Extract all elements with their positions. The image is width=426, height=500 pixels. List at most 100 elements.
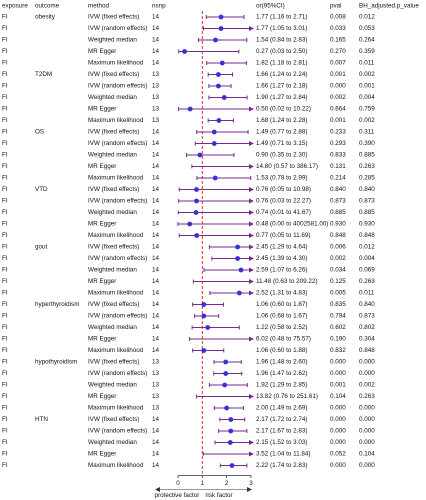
pval: 0.007 — [330, 60, 346, 67]
method: Weighted median — [88, 37, 137, 44]
exposure: FI — [2, 382, 8, 389]
exposure: FI — [2, 462, 8, 469]
or-ci: 1.77 (1.05 to 3.01) — [256, 25, 307, 32]
nsnp: 14 — [152, 152, 160, 159]
exposure: FI — [2, 347, 8, 354]
or-ci: 3.52 (1.04 to 11.84) — [256, 451, 311, 458]
or-ci: 0.76 (0.05 to 10.98) — [256, 186, 311, 193]
column-header: BH_adjusted.p_value — [359, 3, 419, 10]
pval: 0.001 — [330, 382, 346, 389]
exposure: FI — [2, 106, 8, 113]
bh-pval: 0.012 — [359, 244, 375, 251]
exposure: FI — [2, 255, 8, 262]
or-ci: 2.17 (1.72 to 2.74) — [256, 416, 307, 423]
method: MR Egger — [88, 393, 116, 400]
pval: 0.000 — [330, 416, 346, 423]
point-estimate — [211, 141, 217, 146]
bh-pval: 0.263 — [359, 393, 375, 400]
bh-pval: 0.012 — [359, 14, 375, 21]
method: Weighted median — [88, 209, 137, 216]
nsnp: 14 — [152, 313, 160, 320]
exposure: FI — [2, 37, 8, 44]
or-ci: 0.74 (0.01 to 41.67) — [256, 209, 311, 216]
pval: 0.794 — [330, 313, 346, 320]
exposure: FI — [2, 267, 8, 274]
bh-pval: 0.000 — [359, 370, 375, 377]
or-ci: 1.96 (1.48 to 2.60) — [256, 359, 307, 366]
or-ci: 2.59 (1.07 to 6.26) — [256, 267, 307, 274]
bh-pval: 0.390 — [359, 140, 375, 147]
pval: 0.873 — [330, 198, 346, 205]
x-tick-label: 2 — [225, 480, 229, 487]
point-estimate — [236, 290, 242, 296]
method: Maximum likelihood — [88, 347, 144, 354]
or-ci: 1.54 (0.84 to 2.83) — [256, 37, 307, 44]
method: Maximum likelihood — [88, 462, 144, 469]
or-ci: 0.76 (0.03 to 22.27) — [256, 198, 311, 205]
outcome: T2DM — [35, 71, 52, 78]
method: Maximum likelihood — [88, 405, 144, 412]
exposure: FI — [2, 140, 8, 147]
point-estimate — [212, 175, 218, 181]
bh-pval: 0.759 — [359, 106, 375, 113]
method: IVW (random effects) — [88, 83, 147, 90]
nsnp: 14 — [152, 347, 160, 354]
or-ci: 1.22 (0.58 to 2.52) — [256, 324, 307, 331]
point-estimate — [201, 348, 207, 353]
pval: 0.885 — [330, 209, 346, 216]
bh-pval: 0.002 — [359, 117, 375, 124]
protective-label: protective factor — [155, 492, 200, 499]
or-ci: 1.49 (0.77 to 2.88) — [256, 129, 307, 136]
pval: 0.033 — [330, 25, 346, 32]
pval: 0.233 — [330, 129, 346, 136]
or-ci: 2.17 (1.67 to 2.83) — [256, 428, 307, 435]
bh-pval: 0.104 — [359, 451, 375, 458]
or-ci: 0.77 (0.05 to 11.69) — [256, 232, 311, 239]
point-estimate — [182, 49, 187, 54]
pval: 0.602 — [330, 324, 346, 331]
nsnp: 13 — [152, 359, 160, 366]
method: Maximum likelihood — [88, 290, 144, 297]
pval: 0.840 — [330, 186, 346, 193]
bh-pval: 0.359 — [359, 48, 375, 55]
pval: 0.293 — [330, 140, 346, 147]
method: Maximum likelihood — [88, 175, 144, 182]
exposure: FI — [2, 117, 8, 124]
method: Weighted median — [88, 94, 137, 101]
bh-pval: 0.000 — [359, 462, 375, 469]
point-estimate — [194, 233, 200, 238]
risk-label: risk factor — [205, 492, 232, 499]
or-ci: 2.52 (1.31 to 4.83) — [256, 290, 307, 297]
or-ci: 1.82 (1.18 to 2.81) — [256, 60, 307, 67]
or-ci: 2.22 (1.74 to 2.83) — [256, 462, 307, 469]
exposure: FI — [2, 313, 8, 320]
point-estimate — [218, 26, 224, 31]
point-estimate — [223, 359, 229, 365]
or-ci: 2.45 (1.29 to 4.64) — [256, 244, 307, 251]
nsnp: 14 — [152, 163, 160, 170]
column-header: outcome — [35, 3, 60, 10]
method: MR Egger — [88, 48, 116, 55]
nsnp: 14 — [152, 301, 160, 308]
exposure: FI — [2, 370, 8, 377]
exposure: FI — [2, 278, 8, 285]
exposure: FI — [2, 25, 8, 32]
exposure: FI — [2, 393, 8, 400]
point-estimate — [219, 60, 225, 66]
method: IVW (random effects) — [88, 140, 147, 147]
pval: 0.000 — [330, 359, 346, 366]
point-estimate — [211, 129, 217, 135]
nsnp: 14 — [152, 278, 160, 285]
bh-pval: 0.873 — [359, 313, 375, 320]
exposure: FI — [2, 244, 8, 251]
nsnp: 14 — [152, 175, 160, 182]
pval: 0.270 — [330, 48, 346, 55]
pval: 0.052 — [330, 451, 346, 458]
x-tick-label: 1 — [201, 480, 205, 487]
nsnp: 14 — [152, 25, 160, 32]
point-estimate — [201, 302, 207, 307]
method: Maximum likelihood — [88, 232, 144, 239]
exposure: FI — [2, 94, 8, 101]
pval: 0.034 — [330, 267, 346, 274]
